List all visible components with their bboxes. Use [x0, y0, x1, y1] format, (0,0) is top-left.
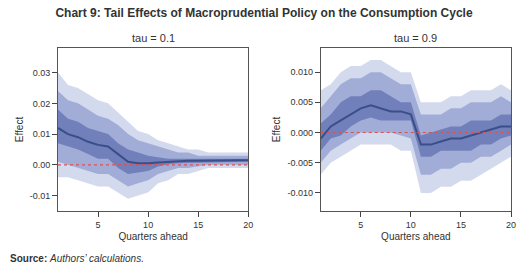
svg-text:15: 15: [193, 220, 203, 230]
svg-text:0.03: 0.03: [33, 68, 51, 78]
svg-text:-0.005: -0.005: [287, 158, 313, 168]
svg-text:0.01: 0.01: [33, 129, 51, 139]
svg-text:Quarters ahead: Quarters ahead: [118, 231, 188, 242]
svg-text:Quarters ahead: Quarters ahead: [381, 231, 451, 242]
svg-text:-0.01: -0.01: [30, 191, 51, 201]
svg-text:0.005: 0.005: [290, 97, 313, 107]
svg-text:0.010: 0.010: [290, 67, 313, 77]
svg-text:tau = 0.1: tau = 0.1: [132, 32, 175, 44]
svg-text:tau = 0.9: tau = 0.9: [394, 32, 437, 44]
svg-text:20: 20: [506, 220, 516, 230]
svg-text:Effect: Effect: [271, 117, 282, 143]
svg-text:10: 10: [406, 220, 416, 230]
svg-text:20: 20: [243, 220, 253, 230]
svg-text:Chart 9: Tail Effects of Macro: Chart 9: Tail Effects of Macroprudential…: [55, 6, 472, 20]
svg-text:10: 10: [143, 220, 153, 230]
svg-text:15: 15: [456, 220, 466, 230]
svg-text:Source: Authors’ calculations.: Source: Authors’ calculations.: [10, 253, 144, 264]
svg-text:-0.010: -0.010: [287, 188, 313, 198]
svg-text:0.00: 0.00: [33, 160, 51, 170]
svg-text:5: 5: [358, 220, 363, 230]
svg-text:5: 5: [96, 220, 101, 230]
svg-text:Effect: Effect: [14, 117, 25, 143]
svg-text:0.000: 0.000: [290, 128, 313, 138]
svg-text:0.02: 0.02: [33, 99, 51, 109]
